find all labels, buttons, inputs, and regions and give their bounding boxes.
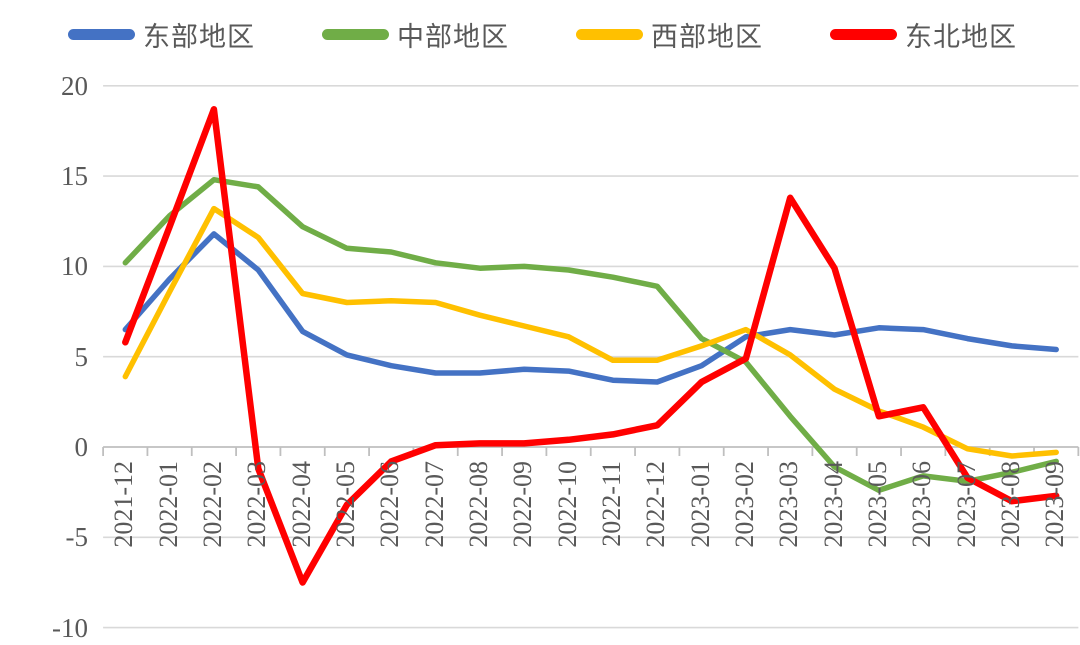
series-line-1 — [122, 176, 1059, 494]
x-tick-label: 2023-03 — [774, 461, 804, 548]
x-tick-label: 2022-09 — [508, 461, 538, 548]
legend-swatch-icon — [68, 28, 135, 40]
legend-item-1: 中部地区 — [322, 16, 509, 52]
x-tick-label: 2022-03 — [242, 461, 272, 548]
legend-label: 东北地区 — [905, 21, 1017, 52]
x-tick-label: 2022-08 — [463, 461, 493, 548]
x-tick-label: 2023-01 — [685, 461, 715, 548]
legend-item-0: 东部地区 — [68, 16, 255, 52]
x-tick-label: 2023-05 — [862, 461, 892, 548]
x-tick-label: 2022-02 — [197, 461, 227, 548]
x-tick-label: 2023-09 — [1040, 461, 1070, 548]
legend-label: 中部地区 — [397, 21, 509, 52]
legend-swatch-icon — [830, 28, 897, 40]
y-tick-label: 15 — [61, 161, 88, 192]
legend-swatch-icon — [322, 28, 389, 40]
x-tick-label: 2022-11 — [596, 461, 626, 547]
x-tick-label: 2022-06 — [375, 461, 405, 548]
x-tick-label: 2022-04 — [286, 461, 316, 548]
series-line-0 — [122, 231, 1059, 385]
legend-label: 西部地区 — [651, 21, 763, 52]
legend-swatch-icon — [576, 28, 643, 40]
x-tick-label: 2022-01 — [153, 461, 183, 548]
legend-item-3: 东北地区 — [830, 16, 1017, 52]
y-tick-label: 5 — [74, 341, 89, 372]
y-tick-label: 0 — [74, 432, 89, 462]
x-tick-label: 2022-05 — [330, 461, 360, 548]
legend-label: 东部地区 — [143, 21, 255, 52]
y-tick-label: -10 — [52, 612, 88, 643]
y-tick-label: -5 — [65, 522, 89, 553]
series-line-3 — [122, 106, 1060, 586]
x-tick-label: 2023-06 — [907, 461, 937, 548]
x-tick-label: 2023-07 — [951, 461, 981, 548]
x-tick-label: 2022-12 — [641, 461, 671, 548]
x-tick-label: 2021-12 — [109, 461, 139, 548]
y-tick-label: 10 — [61, 251, 88, 282]
x-tick-label: 2022-07 — [419, 461, 449, 548]
x-tick-label: 2022-10 — [552, 461, 582, 548]
y-tick-label: 20 — [61, 70, 88, 101]
legend-item-2: 西部地区 — [576, 16, 763, 52]
series-line-2 — [122, 205, 1059, 459]
x-tick-label: 2023-02 — [729, 461, 759, 548]
x-tick-label: 2023-04 — [818, 461, 848, 548]
x-tick-label: 2023-08 — [995, 461, 1025, 548]
